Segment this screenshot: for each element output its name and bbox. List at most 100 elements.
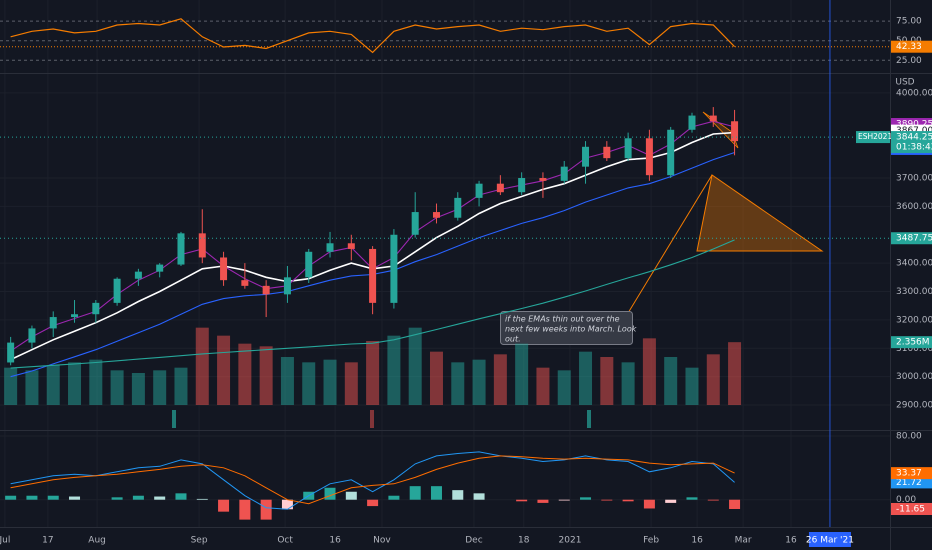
macd-histogram-bar	[686, 497, 698, 500]
volume-bar	[493, 354, 507, 405]
candle-body	[156, 264, 164, 272]
volume-bar	[46, 365, 60, 405]
macd-histogram-bar	[473, 493, 485, 500]
volume-bar	[472, 359, 486, 405]
volume-bar	[408, 327, 422, 405]
annotation-text: next few weeks into March. Look	[505, 325, 637, 334]
macd-histogram-bar	[5, 495, 17, 500]
macd-histogram-badge	[891, 502, 932, 515]
callout-box	[500, 311, 633, 345]
macd-tick-label: 0.00	[896, 495, 916, 505]
cursor-label: 26 Mar '21	[806, 536, 854, 546]
volume-bar	[217, 335, 231, 405]
volume-bar	[728, 342, 742, 405]
candle-body	[582, 146, 590, 167]
x-tick-label: 18	[518, 536, 530, 546]
y-tick-label: 3700.00	[896, 174, 932, 184]
macd-histogram-bar	[281, 499, 293, 510]
x-tick-label: 17	[42, 536, 53, 546]
volume-bar	[579, 351, 593, 405]
layers	[0, 20, 890, 61]
volume-bar	[536, 367, 550, 405]
countdown-label: 01:38:42	[896, 143, 932, 153]
macd-histogram-bar	[665, 499, 677, 503]
macd-histogram-bar	[196, 498, 208, 500]
candle-body	[496, 183, 504, 193]
candle-body	[220, 257, 228, 281]
volume-bar	[25, 370, 39, 405]
macd-histogram-bar	[409, 486, 421, 500]
macd-line	[10, 451, 735, 510]
cursor-badge	[808, 532, 851, 547]
macd-histogram-bar	[729, 499, 741, 509]
volume-bar	[174, 367, 188, 405]
volume-bar	[302, 362, 316, 405]
volume-badge	[891, 336, 932, 349]
y-tick-label: 3000.00	[896, 372, 932, 382]
volume-bar	[664, 357, 678, 405]
candle-body	[71, 314, 79, 318]
y-axis-label: USD	[895, 78, 914, 88]
candle-body	[28, 328, 36, 343]
signal-marker	[587, 410, 591, 428]
candle-body	[326, 243, 334, 252]
volume-bar	[323, 359, 337, 405]
volume-bar	[600, 357, 614, 405]
candle-body	[624, 138, 632, 159]
x-tick-label: Sep	[191, 536, 208, 546]
candle-body	[390, 234, 398, 303]
candle-body	[113, 278, 121, 303]
candle-body	[731, 121, 739, 142]
macd-histogram-bar	[452, 490, 464, 500]
triangle-drawing	[696, 174, 824, 252]
x-tick-label: 16	[329, 536, 341, 546]
macd-tick-label: 80.00	[896, 431, 922, 441]
x-tick-label: 2021	[559, 536, 582, 546]
macd-histogram-bar	[622, 499, 634, 502]
annotation-text: out.	[505, 335, 521, 344]
callout-pointer	[624, 174, 713, 319]
y-tick-label: 3100.00	[896, 344, 932, 354]
candle-body	[262, 285, 270, 295]
macd-histogram-bar	[516, 499, 528, 502]
rsi-last-label: 42.33	[896, 42, 922, 52]
candle-body	[7, 342, 15, 363]
candle-body	[432, 212, 440, 218]
macd-histogram-bar	[260, 499, 272, 520]
volume-bar	[387, 335, 401, 405]
x-tick-label: 16	[785, 536, 797, 546]
volume-bar	[429, 351, 443, 405]
macd-histogram-bar	[324, 487, 336, 500]
price-badge-label: 3890.25	[896, 120, 932, 130]
y-tick-label: 3600.00	[896, 202, 932, 212]
signal-marker	[370, 410, 374, 428]
candle-body	[667, 129, 675, 176]
volume-bar	[238, 343, 252, 405]
x-tick-label: Dec	[465, 536, 482, 546]
x-tick-label: 16	[691, 536, 703, 546]
macd-histogram-bar	[239, 499, 251, 520]
candle-body	[347, 243, 355, 249]
candle-body	[241, 280, 249, 286]
volume-bar	[557, 370, 571, 405]
candle-body	[603, 146, 611, 159]
volume-bar	[110, 370, 124, 405]
macd-histogram-label: -11.65	[896, 504, 925, 514]
y-tick-label: 3400.00	[896, 259, 932, 269]
volume-bar	[706, 354, 720, 405]
macd-histogram-bar	[218, 499, 230, 512]
candle-body	[198, 233, 206, 258]
candle-body	[539, 178, 547, 181]
volume-bar	[153, 370, 167, 405]
volume-bar	[451, 362, 465, 405]
x-tick-label: Jul	[0, 536, 10, 546]
volume-bar	[621, 362, 635, 405]
candle-body	[177, 233, 185, 265]
macd-histogram-bar	[601, 499, 613, 501]
macd-histogram-bar	[132, 495, 144, 500]
volume-bar	[685, 367, 699, 405]
x-tick-label: Nov	[373, 536, 391, 546]
volume-bar	[89, 359, 103, 405]
